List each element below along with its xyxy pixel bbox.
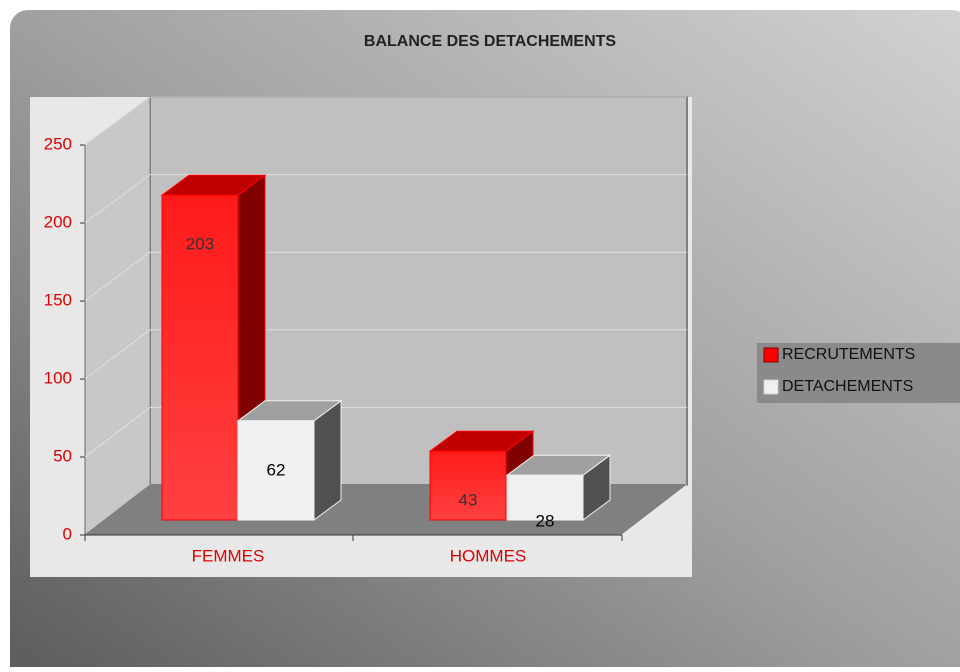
data-label: 203 — [186, 235, 214, 254]
legend-label: RECRUTEMENTS — [782, 346, 915, 363]
grid-line — [84, 329, 151, 380]
legend-swatch — [763, 379, 779, 395]
grid-line — [84, 174, 151, 224]
bar — [237, 420, 315, 521]
side-wall — [84, 96, 151, 537]
legend-label: DETACHEMENTS — [782, 378, 913, 395]
y-tick-label: 0 — [63, 524, 72, 543]
grid-line — [84, 96, 151, 146]
grid-line — [84, 407, 151, 458]
bar-side — [313, 399, 342, 521]
bar — [161, 194, 239, 521]
x-tick-label: HOMMES — [450, 546, 527, 565]
y-tick-label: 200 — [44, 212, 72, 231]
legend — [757, 343, 960, 403]
y-tick-label: 250 — [44, 134, 72, 153]
y-tick-label: 100 — [44, 368, 72, 387]
data-label: 28 — [536, 511, 555, 530]
grid-line — [84, 251, 151, 302]
data-label: 62 — [267, 460, 286, 479]
y-tick-label: 150 — [44, 290, 72, 309]
x-tick-label: FEMMES — [192, 546, 265, 565]
y-tick-label: 50 — [53, 446, 72, 465]
floor-edge — [621, 484, 688, 536]
data-label: 43 — [459, 491, 478, 510]
bar — [429, 450, 507, 521]
legend-swatch — [763, 347, 779, 363]
bar — [506, 474, 584, 521]
chart-title: BALANCE DES DETACHEMENTS — [364, 33, 616, 50]
